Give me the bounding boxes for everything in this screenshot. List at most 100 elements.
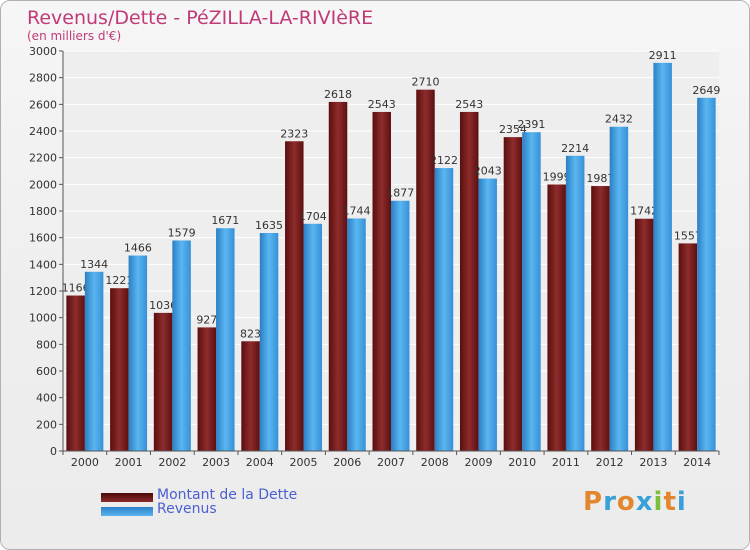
y-tick-label: 400 bbox=[36, 392, 57, 405]
data-label-revenus: 1466 bbox=[124, 242, 152, 255]
y-tick-label: 200 bbox=[36, 418, 57, 431]
bar-dette bbox=[416, 89, 435, 452]
bar-revenus bbox=[172, 240, 191, 451]
y-tick-label: 2200 bbox=[29, 152, 57, 165]
data-label-revenus: 2649 bbox=[692, 84, 720, 97]
data-label-revenus: 1344 bbox=[80, 258, 108, 271]
x-tick-label: 2012 bbox=[596, 456, 624, 469]
data-label-dette: 2543 bbox=[368, 98, 396, 111]
data-label-dette: 2710 bbox=[411, 76, 439, 89]
bar-revenus bbox=[434, 168, 454, 452]
logo-letter: o bbox=[616, 487, 636, 517]
data-label-dette: 2618 bbox=[324, 88, 352, 101]
bar-revenus bbox=[347, 218, 366, 451]
y-tick-label: 1000 bbox=[29, 312, 57, 325]
legend-label-dette: Montant de la Dette bbox=[157, 487, 298, 503]
bar-dette bbox=[372, 111, 391, 451]
data-label-revenus: 2043 bbox=[474, 165, 502, 178]
bar-dette bbox=[634, 218, 654, 451]
data-label-revenus: 2391 bbox=[517, 118, 545, 131]
y-tick-label: 800 bbox=[36, 338, 57, 351]
bar-dette bbox=[285, 141, 304, 451]
bar-revenus bbox=[259, 233, 279, 451]
y-tick-label: 600 bbox=[36, 365, 57, 378]
bar-dette bbox=[503, 137, 523, 451]
x-tick-label: 2011 bbox=[552, 456, 580, 469]
x-tick-label: 2005 bbox=[290, 456, 318, 469]
bar-revenus bbox=[216, 228, 235, 451]
y-tick-label: 1400 bbox=[29, 258, 57, 271]
x-tick-label: 2010 bbox=[508, 456, 536, 469]
data-label-dette: 1557 bbox=[674, 229, 702, 242]
x-tick-label: 2014 bbox=[683, 456, 711, 469]
x-tick-label: 2009 bbox=[464, 456, 492, 469]
y-tick-label: 2400 bbox=[29, 125, 57, 138]
bar-revenus bbox=[128, 255, 148, 451]
bar-revenus bbox=[478, 178, 497, 451]
data-label-dette: 1166 bbox=[62, 282, 90, 295]
data-label-dette: 927 bbox=[196, 313, 217, 326]
x-tick-label: 2004 bbox=[246, 456, 274, 469]
y-tick-label: 0 bbox=[50, 445, 57, 458]
data-label-dette: 2543 bbox=[455, 98, 483, 111]
data-label-revenus: 1635 bbox=[255, 219, 283, 232]
x-tick-label: 2013 bbox=[639, 456, 667, 469]
bar-dette bbox=[459, 111, 479, 451]
data-label-revenus: 2122 bbox=[430, 154, 458, 167]
data-label-revenus: 1877 bbox=[386, 187, 414, 200]
x-tick-label: 2007 bbox=[377, 456, 405, 469]
data-label-dette: 1987 bbox=[586, 172, 614, 185]
chart-title: Revenus/Dette - PéZILLA-LA-RIVIèRE bbox=[27, 7, 374, 29]
bar-dette bbox=[241, 341, 260, 451]
data-label-dette: 2354 bbox=[499, 123, 527, 136]
y-tick-label: 2800 bbox=[29, 72, 57, 85]
data-label-revenus: 2214 bbox=[561, 142, 589, 155]
bar-dette bbox=[110, 288, 129, 451]
x-tick-label: 2006 bbox=[333, 456, 361, 469]
bar-dette bbox=[66, 295, 85, 451]
x-tick-label: 2003 bbox=[202, 456, 230, 469]
y-tick-label: 1600 bbox=[29, 232, 57, 245]
bar-dette bbox=[197, 327, 217, 451]
bar-revenus bbox=[565, 155, 585, 452]
data-label-dette: 2323 bbox=[280, 127, 308, 140]
data-label-dette: 823 bbox=[240, 327, 261, 340]
y-tick-label: 1200 bbox=[29, 285, 57, 298]
legend-label-revenus: Revenus bbox=[157, 501, 217, 517]
bar-revenus bbox=[697, 97, 716, 452]
bar-revenus bbox=[303, 223, 323, 451]
logo-letter: i bbox=[676, 487, 687, 517]
logo-letter: P bbox=[583, 487, 604, 517]
data-label-dette: 1036 bbox=[149, 299, 177, 312]
x-tick-label: 2002 bbox=[158, 456, 186, 469]
y-tick-label: 2600 bbox=[29, 98, 57, 111]
bar-dette bbox=[678, 243, 698, 451]
bar-dette bbox=[591, 186, 610, 452]
x-tick-label: 2000 bbox=[71, 456, 99, 469]
logo-letter: t bbox=[663, 487, 677, 517]
y-tick-label: 3000 bbox=[29, 45, 57, 58]
bar-revenus bbox=[609, 126, 629, 451]
legend-swatch-dette bbox=[101, 493, 153, 502]
logo-letter: x bbox=[635, 487, 654, 517]
legend-swatch-revenus bbox=[101, 507, 153, 516]
data-label-revenus: 2911 bbox=[649, 49, 677, 62]
data-label-dette: 1742 bbox=[630, 205, 658, 218]
data-label-revenus: 1671 bbox=[211, 214, 239, 227]
chart-subtitle: (en milliers d'€) bbox=[27, 29, 122, 43]
y-tick-label: 1800 bbox=[29, 205, 57, 218]
data-label-revenus: 1579 bbox=[168, 226, 196, 239]
bar-dette bbox=[547, 184, 566, 451]
data-label-revenus: 1744 bbox=[343, 204, 371, 217]
bar-dette bbox=[153, 312, 173, 451]
bar-revenus bbox=[522, 132, 541, 451]
logo-letter: r bbox=[603, 487, 617, 517]
logo-letter: i bbox=[653, 487, 664, 517]
data-label-revenus: 1704 bbox=[299, 210, 327, 223]
bar-dette bbox=[328, 101, 348, 451]
x-tick-label: 2008 bbox=[421, 456, 449, 469]
x-tick-label: 2001 bbox=[115, 456, 143, 469]
data-label-dette: 1221 bbox=[105, 274, 133, 287]
